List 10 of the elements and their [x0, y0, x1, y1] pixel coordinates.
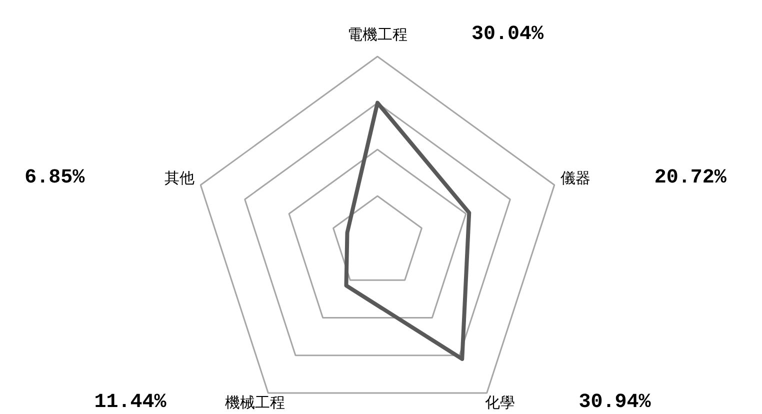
text: 30.04%: [471, 23, 545, 46]
text: 20.72%: [654, 166, 728, 190]
spoke-label: 機械工程: [225, 394, 286, 412]
text: 30.94%: [578, 391, 652, 414]
spoke-label: 儀器: [560, 169, 590, 188]
text: 6.85%: [24, 166, 86, 190]
text: 11.44%: [94, 391, 168, 414]
spoke-label: 化學: [484, 394, 515, 412]
spoke-label: 其他: [164, 169, 195, 188]
spoke-label: 電機工程: [348, 26, 408, 44]
